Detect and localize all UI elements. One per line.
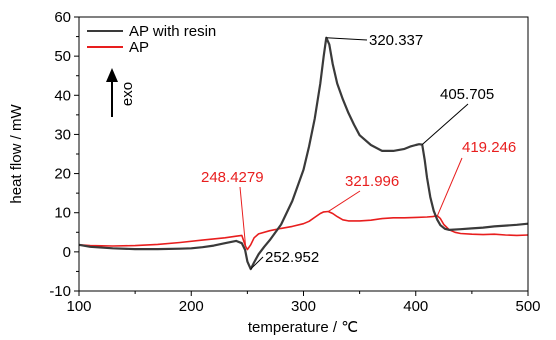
annotation-leader [239, 186, 247, 247]
legend-label-ap-with-resin: AP with resin [129, 23, 216, 40]
annotation-leader [421, 103, 469, 145]
plot-frame [78, 16, 529, 292]
annotation-leader [327, 190, 361, 212]
annotation-label: 252.952 [265, 249, 319, 266]
annotation-label: 320.337 [369, 32, 423, 49]
exo-arrowhead-icon [106, 68, 118, 82]
annotation-label: 405.705 [440, 86, 494, 103]
series-layer [78, 36, 529, 271]
x-tick-label: 300 [291, 298, 316, 315]
y-tick-label: 30 [54, 126, 71, 143]
y-tick-label: 20 [54, 166, 71, 183]
x-tick-label: 500 [515, 298, 540, 315]
y-tick-label: 60 [54, 9, 71, 26]
y-tick-label: -10 [49, 283, 71, 300]
annotation-leader [250, 256, 264, 270]
y-axis-label: heat flow / mW [8, 104, 25, 204]
annotation-leader [326, 37, 368, 41]
series-line-ap [78, 210, 529, 251]
y-tick-label: 10 [54, 205, 71, 222]
legend: AP with resin AP [87, 23, 216, 56]
x-axis-ticks: 100 200 300 400 500 [66, 291, 541, 315]
annotation-label: 248.4279 [201, 169, 264, 186]
x-tick-label: 400 [403, 298, 428, 315]
exo-indicator: exo [106, 68, 136, 117]
y-tick-label: 40 [54, 87, 71, 104]
exo-label: exo [119, 82, 136, 106]
x-axis-label: temperature / ℃ [248, 319, 358, 336]
y-axis-ticks: -10 0 10 20 30 40 50 60 [49, 9, 79, 300]
series-line-ap-with-resin [78, 36, 529, 271]
annotation-label: 419.246 [462, 139, 516, 156]
y-tick-label: 0 [63, 244, 71, 261]
annotation-layer: 320.337 405.705 252.952 248.4279 321.996 419.… [201, 32, 516, 270]
x-tick-label: 100 [66, 298, 91, 315]
annotation-label: 321.996 [345, 173, 399, 190]
x-tick-label: 200 [179, 298, 204, 315]
y-tick-label: 50 [54, 48, 71, 65]
legend-label-ap: AP [129, 39, 149, 56]
annotation-leader [436, 157, 463, 217]
